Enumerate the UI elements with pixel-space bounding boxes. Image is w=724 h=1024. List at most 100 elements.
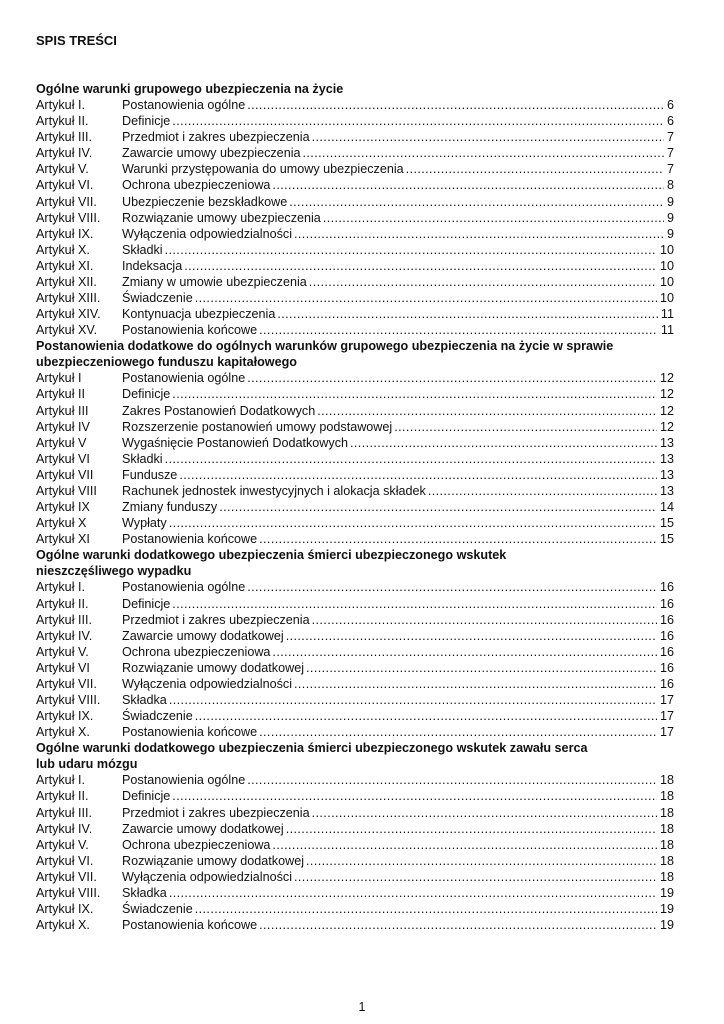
article-number: Artykuł III. bbox=[36, 612, 92, 627]
toc-entry[interactable]: Artykuł IX. Świadczenie 19 bbox=[36, 901, 674, 917]
article-number: Artykuł VIII. bbox=[36, 210, 101, 225]
toc-entry[interactable]: Artykuł XII. Zmiany w umowie ubezpieczeni… bbox=[36, 274, 674, 290]
article-title: Postanowienia końcowe bbox=[122, 918, 258, 933]
toc-entry[interactable]: Artykuł IV. Zawarcie umowy dodatkowej 18 bbox=[36, 821, 674, 837]
toc-entry[interactable]: Artykuł V. Ochrona ubezpieczeniowa 16 bbox=[36, 644, 674, 660]
toc-entry[interactable]: Artykuł XI Postanowienia końcowe 15 bbox=[36, 531, 674, 547]
table-of-contents: Ogólne warunki grupowego ubezpieczenia n… bbox=[36, 81, 674, 933]
toc-entry[interactable]: Artykuł III. Przedmiot i zakres ubezpiecz… bbox=[36, 805, 674, 821]
toc-entry[interactable]: Artykuł VI. Ochrona ubezpieczeniowa 8 bbox=[36, 177, 674, 193]
toc-entry[interactable]: Artykuł X. Postanowienia końcowe 19 bbox=[36, 917, 674, 933]
toc-entry[interactable]: Artykuł II. Definicje 6 bbox=[36, 113, 674, 129]
toc-entry[interactable]: Artykuł XI. Indeksacja 10 bbox=[36, 258, 674, 274]
page-ref: 9 bbox=[666, 226, 674, 241]
article-number: Artykuł VI bbox=[36, 660, 90, 675]
article-title: Postanowienia ogólne bbox=[122, 98, 246, 113]
toc-entry[interactable]: Artykuł I. Postanowienia ogólne 18 bbox=[36, 772, 674, 788]
dot-leader bbox=[286, 821, 657, 837]
toc-entry[interactable]: Artykuł I Postanowienia ogólne 12 bbox=[36, 370, 674, 386]
toc-entry[interactable]: Artykuł VI Składki 13 bbox=[36, 451, 674, 467]
toc-entry[interactable]: Artykuł X Wypłaty 15 bbox=[36, 515, 674, 531]
page-ref: 18 bbox=[659, 821, 674, 836]
article-title: Ochrona ubezpieczeniowa bbox=[122, 644, 271, 659]
toc-entry[interactable]: Artykuł II Definicje 12 bbox=[36, 386, 674, 402]
toc-entry[interactable]: Artykuł IV Rozszerzenie postanowień umowy… bbox=[36, 419, 674, 435]
article-title: Wyłączenia odpowiedzialności bbox=[122, 676, 292, 691]
article-title: Wygaśnięcie Postanowień Dodatkowych bbox=[122, 435, 348, 450]
toc-entry[interactable]: Artykuł II. Definicje 16 bbox=[36, 596, 674, 612]
toc-entry[interactable]: Artykuł X. Składki 10 bbox=[36, 242, 674, 258]
toc-entry[interactable]: Artykuł II. Definicje 18 bbox=[36, 788, 674, 804]
toc-entry[interactable]: Artykuł VII Fundusze 13 bbox=[36, 467, 674, 483]
article-title: Przedmiot i zakres ubezpieczenia bbox=[122, 805, 310, 820]
article-number: Artykuł XV. bbox=[36, 323, 98, 338]
page-ref: 17 bbox=[659, 725, 674, 740]
toc-entry[interactable]: Artykuł IV. Zawarcie umowy ubezpieczenia 7 bbox=[36, 145, 674, 161]
page-ref: 10 bbox=[659, 291, 674, 306]
toc-entry[interactable]: Artykuł IX Zmiany funduszy 14 bbox=[36, 499, 674, 515]
page-ref: 6 bbox=[666, 98, 674, 113]
toc-entry[interactable]: Artykuł VIII. Składka 19 bbox=[36, 885, 674, 901]
dot-leader bbox=[303, 145, 664, 161]
article-number: Artykuł IX bbox=[36, 500, 90, 515]
dot-leader bbox=[172, 596, 657, 612]
toc-entry[interactable]: Artykuł III. Przedmiot i zakres ubezpiecz… bbox=[36, 612, 674, 628]
toc-entry[interactable]: Artykuł XIV. Kontynuacja ubezpieczenia 11 bbox=[36, 306, 674, 322]
toc-entry[interactable]: Artykuł VII. Wyłączenia odpowiedzialności… bbox=[36, 869, 674, 885]
article-number: Artykuł IV. bbox=[36, 821, 93, 836]
page-ref: 13 bbox=[659, 467, 674, 482]
dot-leader bbox=[312, 129, 664, 145]
article-title: Kontynuacja ubezpieczenia bbox=[122, 307, 276, 322]
page-ref: 16 bbox=[659, 612, 674, 627]
article-number: Artykuł II bbox=[36, 387, 85, 402]
page-ref: 13 bbox=[659, 483, 674, 498]
toc-entry[interactable]: Artykuł III. Przedmiot i zakres ubezpiecz… bbox=[36, 129, 674, 145]
section-heading: Ogólne warunki dodatkowego ubezpieczenia… bbox=[36, 548, 507, 579]
article-title: Ochrona ubezpieczeniowa bbox=[122, 837, 271, 852]
page-ref: 16 bbox=[659, 676, 674, 691]
toc-entry[interactable]: Artykuł III Zakres Postanowień Dodatkowyc… bbox=[36, 403, 674, 419]
page-ref: 8 bbox=[666, 178, 674, 193]
page-ref: 17 bbox=[659, 709, 674, 724]
article-title: Indeksacja bbox=[122, 258, 183, 273]
page-ref: 18 bbox=[659, 789, 674, 804]
toc-entry[interactable]: Artykuł V. Ochrona ubezpieczeniowa 18 bbox=[36, 837, 674, 853]
toc-entry[interactable]: Artykuł VIII Rachunek jednostek inwestycy… bbox=[36, 483, 674, 499]
toc-entry[interactable]: Artykuł IV. Zawarcie umowy dodatkowej 16 bbox=[36, 628, 674, 644]
toc-entry[interactable]: Artykuł V Wygaśnięcie Postanowień Dodatko… bbox=[36, 435, 674, 451]
toc-entry[interactable]: Artykuł VIII. Rozwiązanie umowy ubezpiecz… bbox=[36, 210, 674, 226]
article-title: Definicje bbox=[122, 114, 171, 129]
page-ref: 16 bbox=[659, 628, 674, 643]
toc-entry[interactable]: Artykuł IX. Wyłączenia odpowiedzialności 9 bbox=[36, 226, 674, 242]
page-ref: 19 bbox=[659, 901, 674, 916]
page-title: SPIS TREŚCI bbox=[36, 33, 117, 48]
dot-leader bbox=[169, 515, 657, 531]
article-number: Artykuł X bbox=[36, 516, 87, 531]
dot-leader bbox=[294, 869, 657, 885]
toc-entry[interactable]: Artykuł VIII. Składka 17 bbox=[36, 692, 674, 708]
article-number: Artykuł I. bbox=[36, 580, 85, 595]
toc-entry[interactable]: Artykuł IX. Świadczenie 17 bbox=[36, 708, 674, 724]
toc-entry[interactable]: Artykuł I. Postanowienia ogólne 16 bbox=[36, 579, 674, 595]
toc-entry[interactable]: Artykuł XV. Postanowienia końcowe 11 bbox=[36, 322, 674, 338]
toc-entry[interactable]: Artykuł V. Warunki przystępowania do umow… bbox=[36, 161, 674, 177]
article-number: Artykuł IV. bbox=[36, 628, 93, 643]
toc-entry[interactable]: Artykuł VI Rozwiązanie umowy dodatkowej 16 bbox=[36, 660, 674, 676]
article-title: Składki bbox=[122, 451, 163, 466]
page-ref: 11 bbox=[660, 323, 674, 338]
toc-entry[interactable]: Artykuł VII. Ubezpieczenie bezskładkowe 9 bbox=[36, 194, 674, 210]
page-ref: 10 bbox=[659, 274, 674, 289]
page-ref: 16 bbox=[659, 660, 674, 675]
article-number: Artykuł X. bbox=[36, 918, 90, 933]
toc-entry[interactable]: Artykuł I. Postanowienia ogólne 6 bbox=[36, 97, 674, 113]
toc-entry[interactable]: Artykuł VI. Rozwiązanie umowy dodatkowej 1… bbox=[36, 853, 674, 869]
dot-leader bbox=[195, 290, 657, 306]
article-number: Artykuł X. bbox=[36, 725, 90, 740]
toc-entry[interactable]: Artykuł X. Postanowienia końcowe 17 bbox=[36, 724, 674, 740]
article-number: Artykuł VII. bbox=[36, 676, 97, 691]
article-title: Świadczenie bbox=[122, 709, 193, 724]
dot-leader bbox=[277, 306, 658, 322]
toc-entry[interactable]: Artykuł XIII. Świadczenie 10 bbox=[36, 290, 674, 306]
section-heading: Ogólne warunki grupowego ubezpieczenia n… bbox=[36, 82, 344, 96]
toc-entry[interactable]: Artykuł VII. Wyłączenia odpowiedzialności… bbox=[36, 676, 674, 692]
